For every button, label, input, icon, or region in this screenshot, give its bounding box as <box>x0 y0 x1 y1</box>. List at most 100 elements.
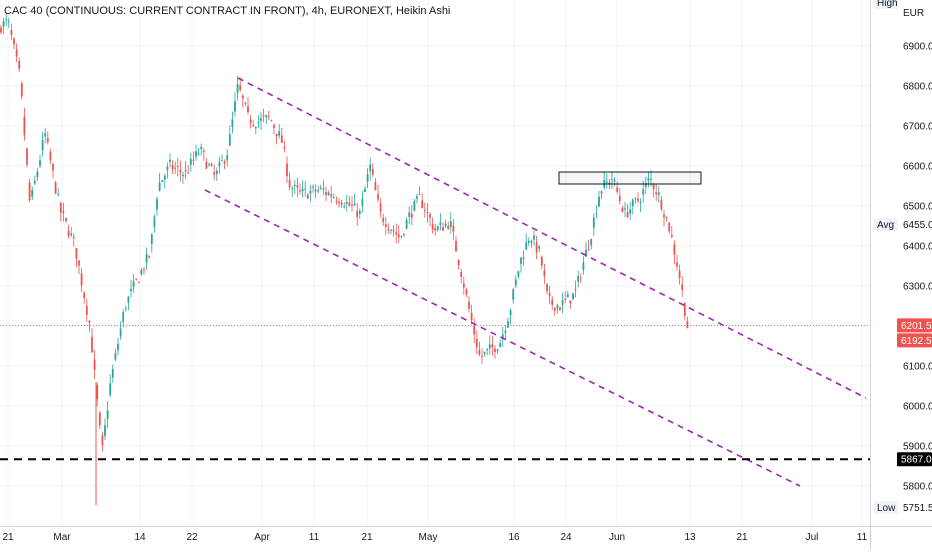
candle-body <box>335 200 338 202</box>
candle-body <box>413 200 416 211</box>
candle-body <box>590 238 593 246</box>
candle-body <box>520 257 522 264</box>
candle <box>33 175 36 186</box>
candle <box>286 156 288 184</box>
candle <box>273 123 275 135</box>
candle-body <box>444 223 447 227</box>
candle-body <box>634 198 637 200</box>
candle <box>639 198 642 213</box>
candle-body <box>171 164 174 170</box>
candle <box>309 184 312 202</box>
candle-body <box>213 172 216 175</box>
candle <box>457 259 460 270</box>
candle-body <box>384 224 387 228</box>
x-tick-label: 13 <box>684 532 696 543</box>
candle-body <box>647 178 650 181</box>
candle <box>260 112 262 131</box>
candle <box>62 202 65 222</box>
candle <box>538 245 541 253</box>
candle <box>98 410 101 430</box>
candle-body <box>543 270 546 277</box>
candle <box>148 255 151 260</box>
candle <box>494 345 496 359</box>
candle-body <box>397 234 400 238</box>
candle-body <box>577 276 580 282</box>
candle <box>228 125 231 147</box>
candle-body <box>421 200 424 208</box>
candle-body <box>156 198 158 210</box>
candle-body <box>301 188 304 192</box>
candle-body <box>49 151 52 161</box>
candle <box>647 171 650 188</box>
candle <box>598 190 600 208</box>
candle-body <box>109 383 112 396</box>
candle <box>213 164 216 181</box>
candle-body <box>135 278 138 280</box>
candle <box>83 290 86 304</box>
candle <box>202 147 205 161</box>
candle <box>434 223 437 236</box>
candle-body <box>31 189 34 197</box>
y-tick-label: 6300.0 <box>903 282 932 293</box>
candle <box>637 192 639 204</box>
candle <box>527 237 530 246</box>
candle-body <box>668 222 671 232</box>
candle-body <box>517 271 520 277</box>
candle-body <box>631 199 634 207</box>
candle <box>356 202 359 226</box>
candle-body <box>163 175 166 180</box>
candle-body <box>410 213 413 218</box>
candle-body <box>655 192 658 195</box>
candle-body <box>7 21 10 23</box>
candle-body <box>36 171 39 178</box>
channel-lower-line[interactable] <box>204 189 801 487</box>
candle <box>171 160 174 175</box>
candle <box>85 298 88 322</box>
candle <box>161 180 164 183</box>
candle <box>382 213 385 227</box>
candle-body <box>296 184 299 188</box>
candle <box>221 154 223 162</box>
candle <box>130 280 132 298</box>
candle <box>182 171 184 184</box>
candle <box>657 185 660 203</box>
candle-body <box>70 233 73 236</box>
candle <box>626 203 629 219</box>
candle-body <box>54 182 57 194</box>
candle <box>631 198 634 215</box>
candle-body <box>200 146 203 149</box>
y-tick-label: 6100.0 <box>903 362 932 373</box>
candle-body <box>265 115 268 118</box>
candle-body <box>483 351 486 354</box>
candle <box>683 302 686 321</box>
candle <box>605 173 608 189</box>
candle <box>561 292 564 314</box>
low-badge <box>874 501 898 514</box>
candle-body <box>670 234 673 237</box>
channel-upper-line[interactable] <box>237 77 867 399</box>
candle-body <box>13 38 15 45</box>
candle <box>548 286 551 305</box>
candle-body <box>356 211 359 218</box>
candle-body <box>153 216 156 228</box>
x-tick-label: 21 <box>361 532 373 543</box>
candle-body <box>650 178 652 180</box>
candle <box>501 326 504 347</box>
candle-body <box>189 159 192 165</box>
candle-body <box>23 116 26 136</box>
x-tick-label: 21 <box>2 532 14 543</box>
candle <box>377 184 379 203</box>
resistance-zone[interactable] <box>558 171 702 185</box>
candle <box>332 193 335 199</box>
candle <box>325 186 327 202</box>
y-tick-label: 6900.0 <box>903 42 932 53</box>
candle <box>156 196 158 216</box>
candle <box>421 193 424 209</box>
candle-body <box>374 182 377 191</box>
candle <box>317 185 320 194</box>
candle-body <box>249 119 252 124</box>
candle-body <box>546 283 548 292</box>
candle-body <box>358 210 361 214</box>
